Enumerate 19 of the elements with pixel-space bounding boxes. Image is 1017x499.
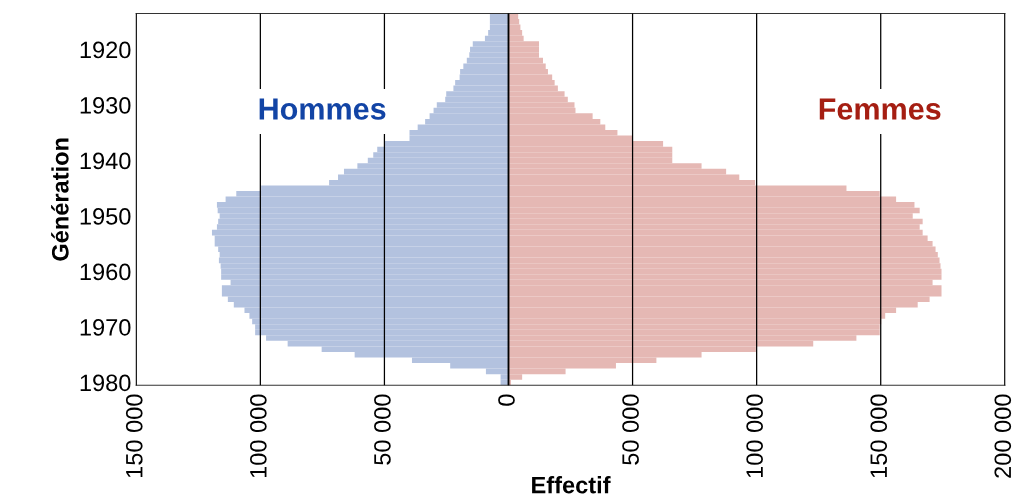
y-tick-label: 1970 [80, 319, 131, 336]
x-tick-label: 100 000 [746, 394, 763, 478]
x-tick-label: 100 000 [249, 394, 267, 478]
x-tick-label: 0 [498, 394, 515, 406]
x-tick-label: 150 000 [125, 394, 143, 478]
y-tick-label: 1920 [80, 41, 131, 59]
y-tick-label: 1930 [80, 97, 131, 114]
y-tick-label: 1960 [80, 263, 131, 281]
series-label: Hommes [259, 98, 386, 120]
x-tick-label: 50 000 [622, 394, 639, 465]
y-axis-title: Génération [51, 138, 69, 261]
x-axis-title: Effectif [532, 476, 611, 494]
text: Femmes [819, 98, 941, 120]
x-tick-label: 150 000 [870, 394, 888, 478]
y-tick-label: 1980 [80, 374, 131, 392]
y-tick-label: 1950 [80, 208, 131, 225]
x-tick-label: 200 000 [994, 394, 1012, 478]
x-tick-label: 50 000 [374, 394, 391, 465]
y-tick-label: 1940 [80, 152, 131, 170]
